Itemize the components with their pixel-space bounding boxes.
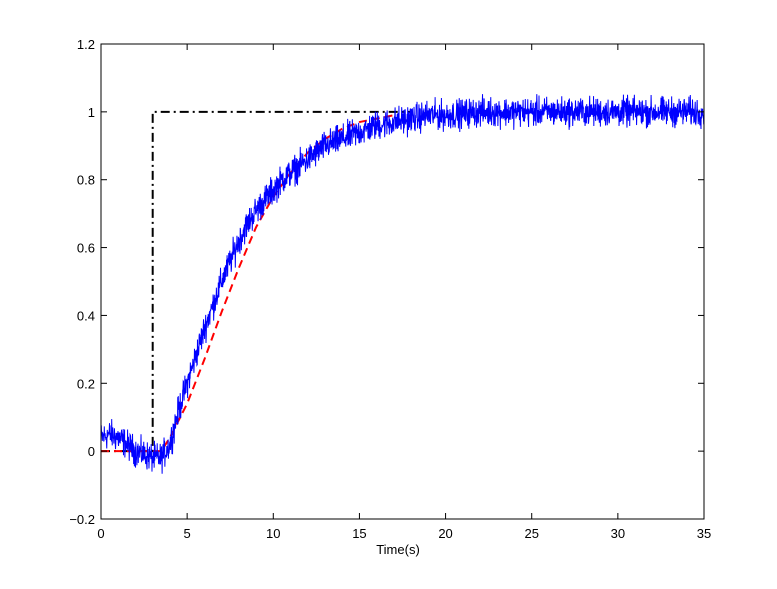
x-tick-label: 25 bbox=[524, 526, 538, 541]
x-axis-label: Time(s) bbox=[376, 542, 420, 557]
series-line-2 bbox=[100, 94, 705, 474]
x-tick-label: 35 bbox=[697, 526, 711, 541]
x-tick-label: 15 bbox=[352, 526, 366, 541]
y-tick-label: −0.2 bbox=[69, 512, 95, 527]
series-line-0 bbox=[101, 110, 412, 453]
x-tick-label: 20 bbox=[438, 526, 452, 541]
x-tick-label: 10 bbox=[266, 526, 280, 541]
y-tick-label: 0.6 bbox=[77, 241, 95, 256]
x-tick-label: 0 bbox=[97, 526, 104, 541]
y-tick-label: 0.2 bbox=[77, 376, 95, 391]
series-layer bbox=[100, 94, 705, 474]
plot-frame bbox=[100, 43, 705, 520]
x-tick-label: 5 bbox=[184, 526, 191, 541]
y-tick-label: 0.8 bbox=[77, 173, 95, 188]
y-tick-label: 0.4 bbox=[77, 308, 95, 323]
y-tick-label: 0 bbox=[88, 444, 95, 459]
axes-layer: 0 5 10 15 20 25 30 35−0.200.20.40.60.811.2 bbox=[69, 37, 711, 541]
y-tick-label: 1 bbox=[88, 105, 95, 120]
x-tick-label: 30 bbox=[611, 526, 625, 541]
y-tick-label: 1.2 bbox=[77, 37, 95, 52]
